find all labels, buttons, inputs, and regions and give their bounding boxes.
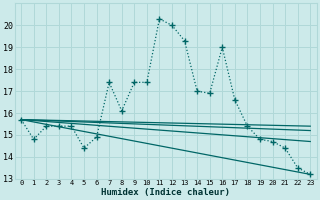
- X-axis label: Humidex (Indice chaleur): Humidex (Indice chaleur): [101, 188, 230, 197]
